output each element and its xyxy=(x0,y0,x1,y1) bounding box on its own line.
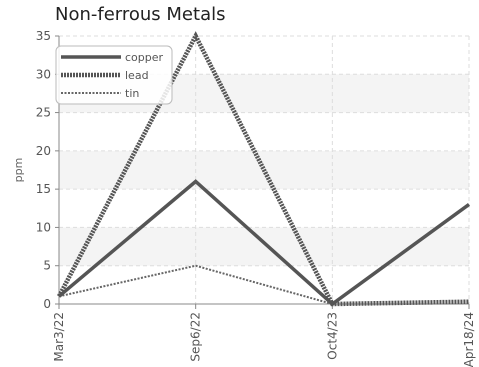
chart-title: Non-ferrous Metals xyxy=(55,4,226,25)
y-tick-label: 20 xyxy=(36,144,51,158)
x-tick-label: Mar3/22 xyxy=(52,312,66,362)
y-tick-label: 35 xyxy=(36,29,51,43)
y-tick-label: 0 xyxy=(43,297,51,311)
y-tick-label: 5 xyxy=(43,259,51,273)
y-tick-label: 25 xyxy=(36,106,51,120)
y-tick-label: 30 xyxy=(36,67,51,81)
legend-label-copper: copper xyxy=(125,51,164,64)
y-axis-label: ppm xyxy=(12,158,25,183)
y-tick-label: 15 xyxy=(36,182,51,196)
series-lines xyxy=(57,31,471,307)
x-tick-label: Apr18/24 xyxy=(462,312,476,367)
series-line-lead xyxy=(57,31,470,307)
legend-label-tin: tin xyxy=(125,87,139,100)
series-line-tin xyxy=(58,264,333,305)
y-tick-label: 10 xyxy=(36,220,51,234)
grid-band xyxy=(59,227,469,266)
x-tick-label: Sep6/22 xyxy=(189,312,203,362)
legend: copper lead tin xyxy=(55,45,173,105)
legend-label-lead: lead xyxy=(125,69,149,82)
tick-labels: 0 5 10 15 20 25 30 35 Mar3/22 Sep6/22 Oct4/23 Apr18… xyxy=(36,29,476,367)
series-line-copper xyxy=(57,179,471,307)
x-tick-label: Oct4/23 xyxy=(325,312,339,360)
